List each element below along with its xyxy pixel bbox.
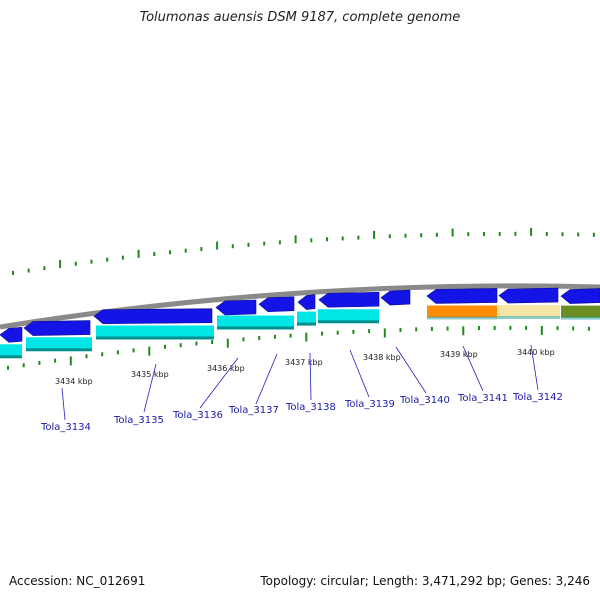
gene-label[interactable]: Tola_3136 (172, 410, 223, 421)
genome-backbone (0, 283, 600, 330)
accession-label: Accession: NC_012691 (9, 574, 146, 588)
scale-label: 3440 kbp (517, 348, 555, 357)
gene-label[interactable]: Tola_3139 (344, 399, 395, 410)
feature-shadow (297, 322, 316, 326)
map-title: Tolumonas auensis DSM 9187, complete gen… (139, 10, 461, 25)
feature-shadow (26, 348, 92, 352)
scale-label: 3439 kbp (440, 350, 478, 359)
gene-label[interactable]: Tola_3137 (228, 405, 279, 416)
scale-label: 3434 kbp (55, 377, 93, 386)
gene-label[interactable]: Tola_3141 (457, 393, 508, 404)
feature-block (96, 325, 214, 338)
gene-arrow (318, 291, 380, 308)
label-connector (530, 344, 539, 391)
feature-block (561, 305, 600, 318)
inner-scale-ticks (7, 325, 590, 370)
gene-arrow (297, 294, 316, 310)
gene-arrow (380, 289, 411, 306)
genome-summary: Topology: circular; Length: 3,471,292 bp… (260, 574, 590, 588)
label-connector (395, 346, 427, 394)
gene-arrow (498, 287, 559, 304)
gene-arrow (93, 308, 213, 325)
scale-label: 3435 kbp (131, 370, 169, 379)
gene-label[interactable]: Tola_3138 (285, 402, 336, 413)
feature-block (497, 305, 560, 318)
gene-labels: Tola_3134 Tola_3135 Tola_3136 Tola_3137 Tola… (40, 344, 563, 433)
scale-label: 3438 kbp (363, 353, 401, 362)
gene-label[interactable]: Tola_3142 (512, 392, 563, 403)
gene-track (0, 287, 600, 343)
gene-label[interactable]: Tola_3140 (399, 395, 450, 406)
gene-arrow (560, 288, 600, 304)
label-connector (255, 353, 278, 405)
feature-shadow (318, 320, 379, 324)
gene-arrow (23, 320, 91, 336)
gene-arrow (0, 326, 23, 343)
label-connector (462, 345, 484, 392)
feature-block (427, 305, 497, 318)
feature-shadow (497, 316, 560, 320)
gene-label[interactable]: Tola_3134 (40, 422, 91, 433)
feature-block (318, 309, 379, 322)
scale-labels: 3434 kbp 3435 kbp 3436 kbp 3437 kbp 3438 kbp… (55, 348, 555, 386)
scale-label: 3437 kbp (285, 358, 323, 367)
feature-shadow (217, 326, 294, 330)
feature-shadow (0, 355, 22, 359)
gene-arrow (426, 288, 498, 304)
feature-block (26, 337, 92, 350)
label-connector (199, 357, 239, 409)
rna-track (0, 305, 600, 359)
label-connector (61, 387, 66, 421)
outer-scale-ticks (12, 227, 595, 275)
label-connector (143, 363, 157, 413)
gene-arrow (258, 296, 295, 313)
feature-block (0, 344, 22, 357)
feature-block (297, 311, 316, 324)
feature-shadow (427, 316, 497, 320)
scale-label: 3436 kbp (207, 364, 245, 373)
feature-shadow (561, 316, 600, 320)
feature-shadow (96, 336, 214, 340)
gene-label[interactable]: Tola_3135 (113, 415, 164, 426)
label-connector (349, 349, 370, 398)
label-connector (309, 352, 312, 401)
feature-block (217, 315, 294, 328)
gene-arrow (215, 299, 257, 316)
